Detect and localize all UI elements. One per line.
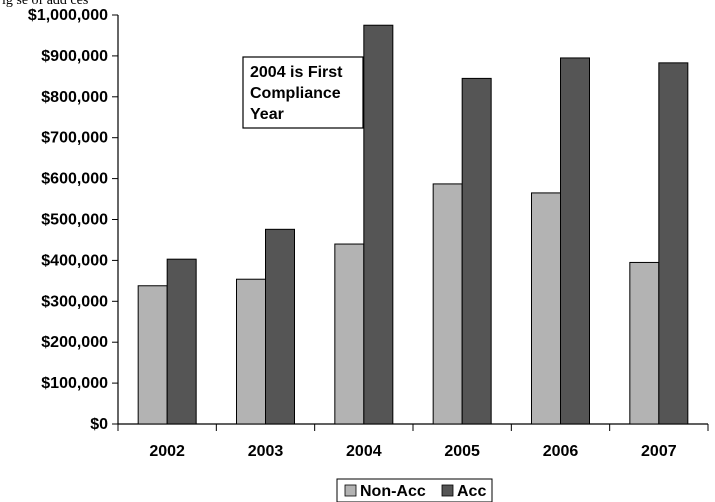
y-tick-label: $300,000 xyxy=(41,293,108,310)
x-tick-label: 2006 xyxy=(543,443,579,460)
legend-swatch-acc xyxy=(441,484,454,497)
bar-non-acc-2002 xyxy=(137,285,168,425)
legend: Non-Acc Acc xyxy=(336,478,493,502)
x-tick-label: 2005 xyxy=(444,443,480,460)
bar-acc-2006 xyxy=(560,57,590,425)
bar-non-acc-2004 xyxy=(334,243,365,425)
x-tick-label: 2007 xyxy=(641,443,677,460)
header-fragment: ig se of add ces xyxy=(2,0,88,8)
bar-non-acc-2007 xyxy=(629,261,660,425)
x-tick-label: 2004 xyxy=(346,443,382,460)
annotation-frame xyxy=(242,56,364,129)
annotation-line: Year xyxy=(250,106,284,123)
y-tick-label: $200,000 xyxy=(41,334,108,351)
bar-non-acc-2003 xyxy=(236,278,266,425)
y-tick-label: $100,000 xyxy=(41,375,108,392)
legend-swatch-non-acc xyxy=(344,484,357,497)
legend-label-non-acc: Non-Acc xyxy=(360,483,426,500)
annotation-line: Compliance xyxy=(250,85,341,102)
y-tick-label: $700,000 xyxy=(41,130,108,147)
x-tick-label: 2003 xyxy=(248,443,284,460)
bars xyxy=(137,24,689,425)
axes xyxy=(112,14,709,431)
bar-acc-2007 xyxy=(658,62,689,425)
bar-acc-2005 xyxy=(461,77,492,425)
y-tick-label: $0 xyxy=(90,416,108,433)
bar-acc-2003 xyxy=(265,228,295,425)
bar-non-acc-2005 xyxy=(432,183,463,425)
legend-label-acc: Acc xyxy=(457,483,486,500)
annotation-line: 2004 is First xyxy=(250,64,343,81)
annotation-box: 2004 is First Compliance Year xyxy=(242,56,364,129)
y-tick-label: $400,000 xyxy=(41,252,108,269)
x-category-labels: 2002 2003 2004 2005 2006 2007 xyxy=(149,443,676,460)
y-tick-label: $1,000,000 xyxy=(28,7,108,24)
y-tick-label: $500,000 xyxy=(41,212,108,229)
bar-acc-2004 xyxy=(363,24,394,425)
y-tick-label: $800,000 xyxy=(41,89,108,106)
x-tick-label: 2002 xyxy=(149,443,185,460)
bar-acc-2002 xyxy=(166,258,197,425)
y-tick-label: $600,000 xyxy=(41,171,108,188)
y-tick-label: $900,000 xyxy=(41,48,108,65)
bar-non-acc-2006 xyxy=(531,192,561,425)
y-tick-labels: $0 $100,000 $200,000 $300,000 $400,000 $500,0… xyxy=(28,7,108,433)
